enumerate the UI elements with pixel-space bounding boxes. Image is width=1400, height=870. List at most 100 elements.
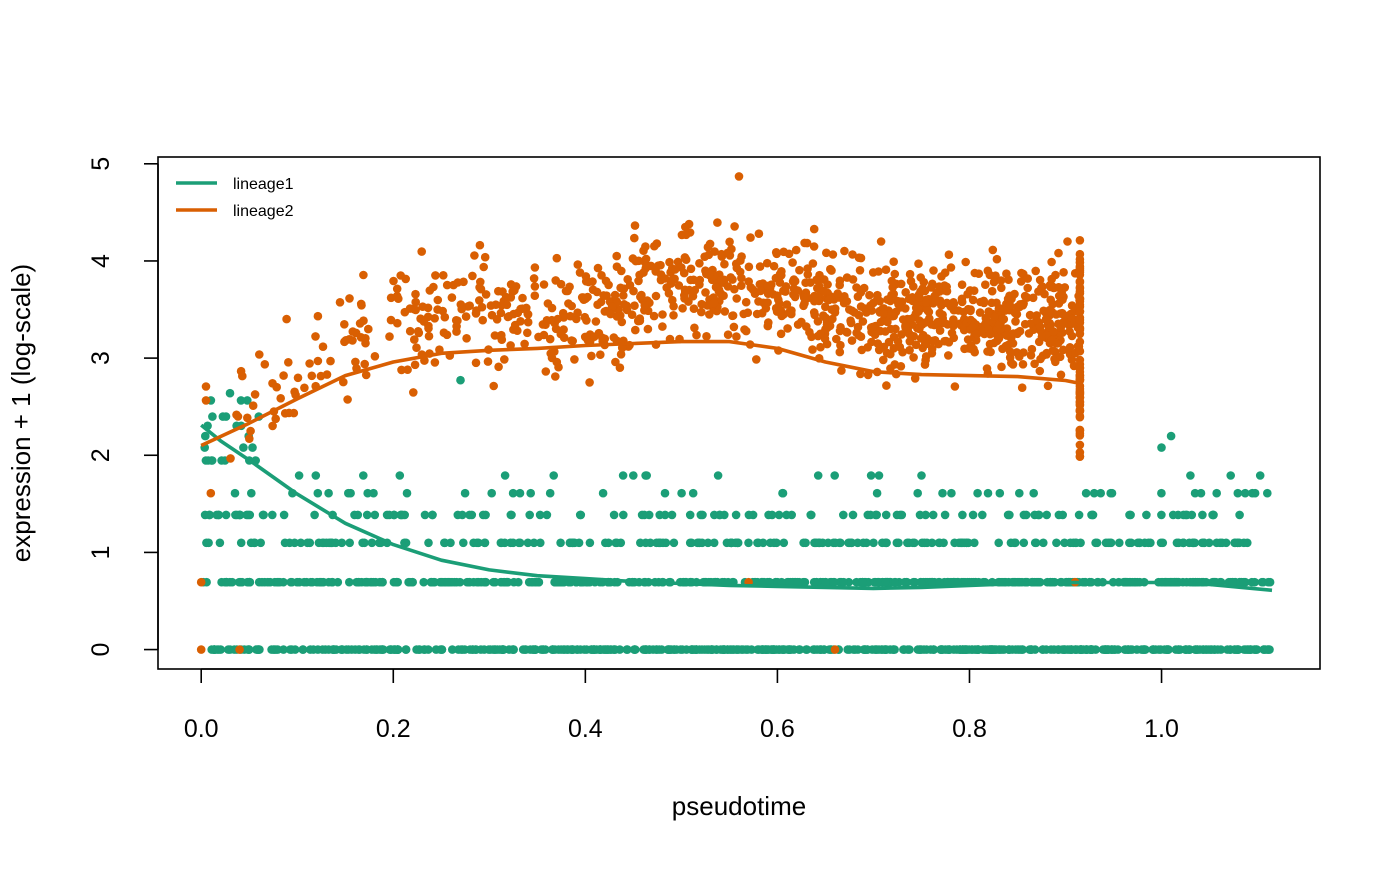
lineage2-point xyxy=(357,301,366,310)
lineage2-point xyxy=(630,301,639,311)
lineage1-point xyxy=(1092,538,1102,548)
lineage2-point xyxy=(987,286,997,296)
lineage1-point xyxy=(209,645,219,654)
lineage1-point xyxy=(852,577,861,587)
lineage1-point xyxy=(420,510,430,520)
lineage1-point xyxy=(874,471,884,480)
lineage1-point xyxy=(777,645,787,654)
lineage2-point xyxy=(573,260,583,269)
lineage1-point xyxy=(955,645,965,654)
lineage1-point xyxy=(208,412,217,421)
lineage1-point xyxy=(520,645,530,654)
lineage1-point xyxy=(1157,510,1166,520)
lineage1-point xyxy=(660,488,670,498)
lineage2-point xyxy=(545,334,555,344)
lineage2-point xyxy=(502,300,512,310)
lineage2-point xyxy=(752,355,761,364)
lineage2-point xyxy=(697,299,706,309)
lineage2-point xyxy=(405,326,415,336)
lineage1-point xyxy=(848,510,858,520)
lineage2-point xyxy=(905,345,914,355)
lineage2-point xyxy=(447,293,457,302)
lineage1-point xyxy=(221,412,231,421)
lineage1-point xyxy=(573,645,582,654)
lineage1-point xyxy=(812,645,822,654)
lineage1-point xyxy=(588,645,598,654)
lineage2-point xyxy=(737,281,746,291)
lineage2-point xyxy=(736,256,745,265)
legend-label-lineage2: lineage2 xyxy=(233,203,294,220)
lineage2-point xyxy=(523,328,532,338)
lineage2-point xyxy=(1049,327,1058,336)
lineage2-point xyxy=(680,285,690,295)
lineage2-point xyxy=(475,283,484,292)
lineage1-point xyxy=(515,538,525,548)
lineage1-point xyxy=(1228,577,1237,587)
lineage2-point xyxy=(359,270,368,280)
lineage1-point xyxy=(1076,538,1085,548)
lineage1-point xyxy=(412,645,421,654)
lineage1-point xyxy=(575,510,585,520)
lineage2-point xyxy=(411,297,421,307)
lineage2-point xyxy=(790,276,800,286)
lineage1-point xyxy=(279,510,289,520)
lineage2-point xyxy=(835,347,845,357)
lineage2-point xyxy=(901,321,910,331)
lineage1-point xyxy=(641,538,650,548)
lineage2-point xyxy=(233,412,243,421)
lineage2-point xyxy=(359,316,368,326)
lineage2-point xyxy=(635,316,645,326)
lineage2-point xyxy=(412,343,421,353)
lineage2-point xyxy=(410,335,419,344)
lineage2-point xyxy=(808,259,818,268)
lineage1-point xyxy=(331,538,341,548)
lineage2-point xyxy=(617,317,627,327)
lineage1-point xyxy=(1027,645,1036,654)
lineage2-point xyxy=(803,264,812,273)
lineage1-point xyxy=(290,538,299,548)
lineage2-point xyxy=(832,334,841,344)
lineage1-point xyxy=(385,510,394,520)
lineage1-point xyxy=(1263,488,1272,498)
lineage2-point xyxy=(846,318,856,328)
lineage2-point xyxy=(631,325,640,335)
lineage2-point xyxy=(389,276,398,286)
lineage1-point xyxy=(960,538,969,548)
lineage2-point xyxy=(641,242,650,251)
lineage1-point xyxy=(858,577,868,587)
lineage2-point xyxy=(1034,287,1043,296)
lineage2-point xyxy=(530,282,540,291)
lineage1-point xyxy=(508,488,518,498)
lineage2-point xyxy=(898,315,908,324)
lineage2-point xyxy=(905,269,915,279)
lineage1-point xyxy=(1255,471,1265,480)
lineage1-point xyxy=(506,510,516,520)
lineage2-point xyxy=(835,280,844,290)
lineage1-point xyxy=(869,538,878,548)
lineage1-point xyxy=(303,538,312,548)
lineage2-point xyxy=(678,304,687,313)
lineage1-point xyxy=(813,471,823,480)
lineage1-point xyxy=(1089,488,1099,498)
lineage1-point xyxy=(900,577,909,587)
lineage1-point xyxy=(1235,510,1244,520)
lineage1-point xyxy=(459,538,468,548)
lineage1-point xyxy=(801,538,810,548)
lineage2-point xyxy=(802,238,812,248)
lineage2-point xyxy=(910,374,920,383)
lineage1-point xyxy=(873,577,882,587)
lineage2-point xyxy=(637,290,646,300)
lineage2-point xyxy=(397,365,406,375)
y-tick-label: 4 xyxy=(87,254,115,268)
lineage2-point xyxy=(695,259,704,268)
lineage1-point xyxy=(529,645,538,654)
lineage2-point xyxy=(819,286,828,296)
lineage1-point xyxy=(464,577,474,587)
lineage1-point xyxy=(1144,538,1153,548)
lineage1-point xyxy=(527,577,537,587)
lineage2-point xyxy=(1063,237,1072,246)
lineage2-point xyxy=(809,224,819,234)
lineage1-point xyxy=(890,577,899,587)
lineage2-point xyxy=(619,300,629,309)
lineage1-point xyxy=(1005,510,1014,520)
